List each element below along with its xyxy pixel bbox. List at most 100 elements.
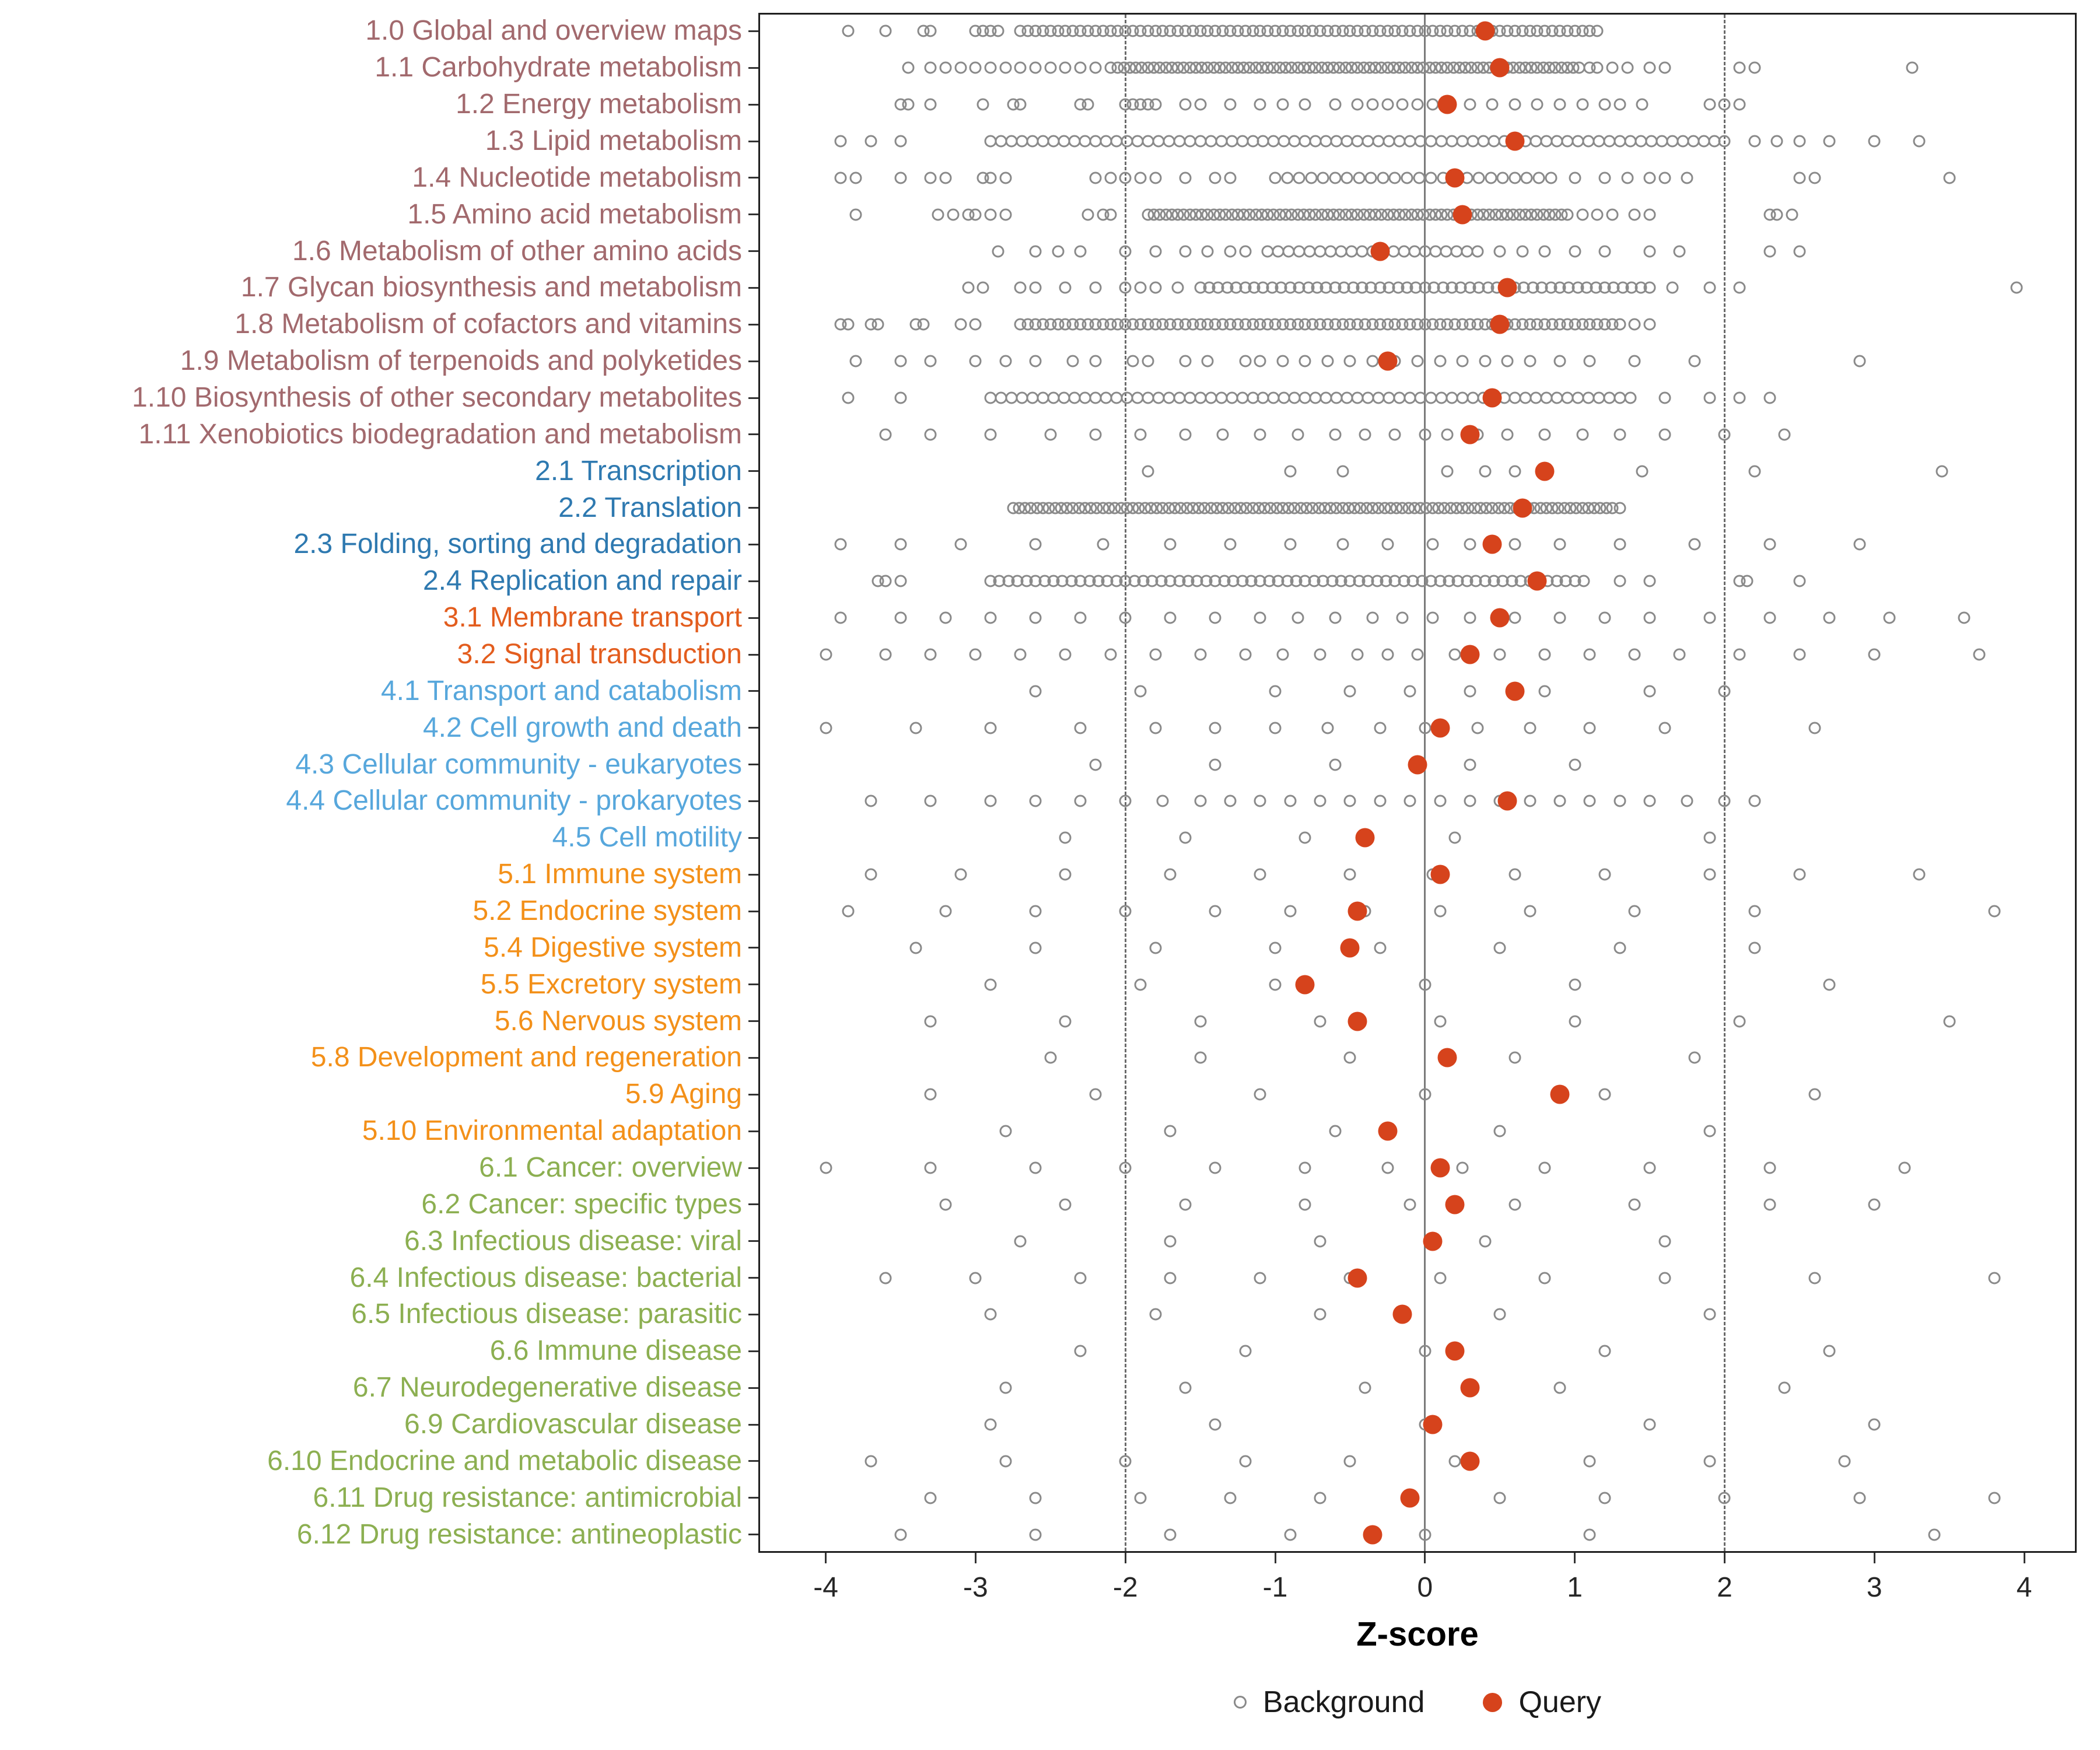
background-point xyxy=(924,24,937,37)
background-point xyxy=(924,98,937,111)
background-point xyxy=(1748,794,1761,807)
background-point xyxy=(1269,172,1282,184)
background-point xyxy=(1479,465,1492,478)
background-point xyxy=(1778,428,1791,441)
background-point xyxy=(1119,611,1132,624)
background-point xyxy=(1624,391,1637,404)
category-label: 6.6 Immune disease xyxy=(489,1335,742,1367)
background-point xyxy=(879,24,892,37)
background-point xyxy=(954,868,967,881)
y-tick xyxy=(748,1313,758,1315)
background-point xyxy=(1404,794,1416,807)
background-point xyxy=(1434,1272,1447,1284)
x-tick-label: 4 xyxy=(2016,1572,2032,1603)
background-point xyxy=(1501,428,1514,441)
background-point xyxy=(1074,722,1087,734)
query-point xyxy=(1490,314,1510,334)
query-point xyxy=(1348,1268,1367,1288)
background-point xyxy=(1718,794,1731,807)
background-point xyxy=(1703,1455,1716,1468)
background-point xyxy=(1448,648,1461,661)
background-point xyxy=(1284,794,1297,807)
category-label: 6.10 Endocrine and metabolic disease xyxy=(267,1445,742,1476)
background-point xyxy=(1119,245,1132,258)
background-point xyxy=(864,1455,877,1468)
background-point xyxy=(902,98,915,111)
background-point xyxy=(1733,648,1746,661)
background-point xyxy=(954,61,967,74)
background-point xyxy=(1254,794,1266,807)
background-point xyxy=(1419,1528,1432,1541)
background-point xyxy=(894,538,907,551)
background-point xyxy=(924,172,937,184)
background-point xyxy=(1583,648,1596,661)
background-point xyxy=(1059,648,1072,661)
background-point xyxy=(1314,794,1326,807)
category-label: 5.5 Excretory system xyxy=(480,968,742,1000)
legend-label-query: Query xyxy=(1518,1685,1602,1719)
background-point xyxy=(1464,794,1476,807)
background-point xyxy=(1179,1198,1192,1211)
background-point xyxy=(1703,1125,1716,1138)
background-point xyxy=(1411,648,1424,661)
background-point xyxy=(1134,281,1147,294)
background-point xyxy=(1396,611,1409,624)
background-point xyxy=(1598,1492,1611,1504)
background-point xyxy=(984,1308,997,1321)
background-point xyxy=(1419,428,1432,441)
background-point xyxy=(1293,172,1306,184)
category-label: 5.1 Immune system xyxy=(498,859,742,890)
background-point xyxy=(1808,1272,1821,1284)
background-point xyxy=(1988,905,2001,918)
background-point xyxy=(1628,208,1641,221)
background-point xyxy=(1284,1528,1297,1541)
background-point xyxy=(924,1088,937,1101)
background-point xyxy=(1281,172,1294,184)
background-point xyxy=(999,172,1012,184)
background-point xyxy=(1224,1492,1237,1504)
background-point xyxy=(1569,1015,1581,1028)
background-point xyxy=(1434,1015,1447,1028)
category-label: 4.1 Transport and catabolism xyxy=(380,675,742,706)
background-point xyxy=(1898,1161,1911,1174)
background-point xyxy=(1351,98,1364,111)
background-point xyxy=(1209,1161,1222,1174)
background-point xyxy=(984,208,997,221)
background-point xyxy=(1336,465,1349,478)
background-point xyxy=(1374,794,1387,807)
background-point xyxy=(894,611,907,624)
background-point xyxy=(1741,575,1754,587)
background-point xyxy=(1793,868,1806,881)
background-point xyxy=(1224,98,1237,111)
background-point xyxy=(1329,172,1342,184)
background-point xyxy=(1366,611,1379,624)
background-point xyxy=(1149,1308,1162,1321)
y-tick xyxy=(748,214,758,216)
background-point xyxy=(969,648,982,661)
x-tick xyxy=(1723,1553,1726,1563)
background-point xyxy=(1763,245,1776,258)
background-point xyxy=(864,794,877,807)
category-label: 1.5 Amino acid metabolism xyxy=(407,198,742,230)
background-point xyxy=(1104,172,1117,184)
background-point xyxy=(1658,172,1671,184)
background-point xyxy=(1703,831,1716,844)
background-point xyxy=(1524,905,1536,918)
background-point xyxy=(1606,61,1619,74)
background-point xyxy=(924,1015,937,1028)
category-label: 4.4 Cellular community - prokaryotes xyxy=(286,785,742,817)
legend-item-query: Query xyxy=(1483,1685,1601,1720)
background-point xyxy=(999,355,1012,368)
background-point xyxy=(1643,1161,1656,1174)
background-point xyxy=(1254,868,1266,881)
background-point xyxy=(1156,794,1169,807)
background-point xyxy=(1298,1161,1311,1174)
background-point xyxy=(1636,98,1648,111)
background-point xyxy=(1052,245,1065,258)
background-point xyxy=(1276,98,1289,111)
background-point xyxy=(1718,685,1731,698)
background-point xyxy=(1591,61,1604,74)
query-point xyxy=(1497,791,1517,811)
background-point xyxy=(1943,172,1956,184)
x-tick xyxy=(2023,1553,2025,1563)
